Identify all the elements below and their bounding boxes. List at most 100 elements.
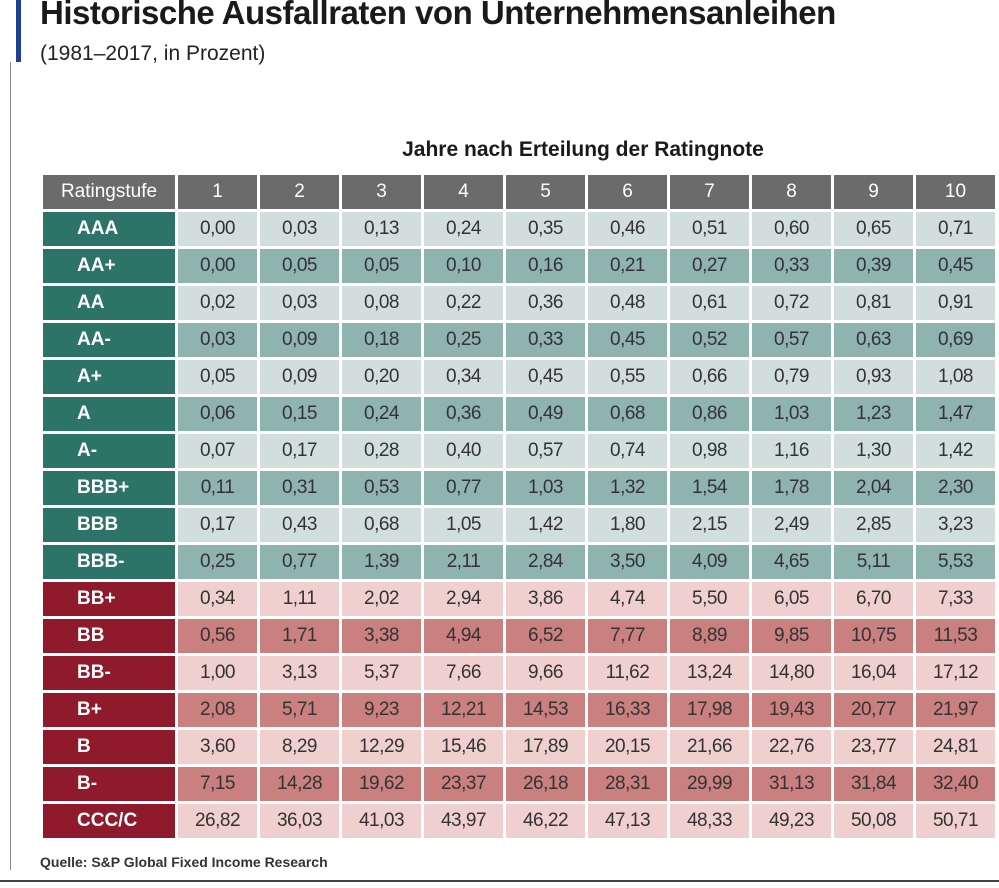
default-rate-cell: 41,03 [342,804,421,838]
default-rate-cell: 1,03 [506,471,585,505]
default-rate-cell: 0,11 [178,471,257,505]
rating-label: AA+ [43,249,175,283]
default-rate-cell: 29,99 [670,767,749,801]
default-rate-cell: 0,40 [424,434,503,468]
default-rate-cell: 14,53 [506,693,585,727]
default-rate-cell: 2,85 [834,508,913,542]
default-rate-cell: 0,00 [178,212,257,246]
default-rate-cell: 1,80 [588,508,667,542]
default-rate-cell: 0,24 [342,397,421,431]
rating-label: AA- [43,323,175,357]
rating-label: CCC/C [43,804,175,838]
default-rate-cell: 1,71 [260,619,339,653]
default-rate-cell: 0,77 [424,471,503,505]
default-rate-cell: 5,53 [916,545,995,579]
default-rate-cell: 0,18 [342,323,421,357]
column-header-year-7: 7 [670,175,749,209]
table-row: CCC/C 26,82 36,03 41,03 43,97 46,22 47,13 48,33… [43,804,995,838]
default-rate-cell: 0,68 [588,397,667,431]
table-row: BB+ 0,34 1,11 2,02 2,94 3,86 4,74 5,50 6,05 6,70 7… [43,582,995,616]
default-rate-cell: 6,70 [834,582,913,616]
default-rate-cell: 0,39 [834,249,913,283]
default-rate-cell: 0,86 [670,397,749,431]
default-rate-cell: 0,74 [588,434,667,468]
default-rate-cell: 2,49 [752,508,831,542]
default-rate-cell: 0,06 [178,397,257,431]
default-rate-cell: 2,15 [670,508,749,542]
default-rate-cell: 19,62 [342,767,421,801]
default-rate-cell: 14,80 [752,656,831,690]
default-rate-cell: 43,97 [424,804,503,838]
default-rate-cell: 0,09 [260,323,339,357]
table-row: A- 0,07 0,17 0,28 0,40 0,57 0,74 0,98 1,16 1,30 1,… [43,434,995,468]
default-rate-cell: 0,53 [342,471,421,505]
default-rate-cell: 0,08 [342,286,421,320]
default-rate-cell: 19,43 [752,693,831,727]
default-rate-cell: 16,33 [588,693,667,727]
default-rate-cell: 0,45 [506,360,585,394]
rating-label: BBB [43,508,175,542]
default-rate-cell: 0,25 [424,323,503,357]
default-rate-cell: 1,32 [588,471,667,505]
default-rate-cell: 1,03 [752,397,831,431]
default-rate-cell: 0,69 [916,323,995,357]
rating-label: AA [43,286,175,320]
default-rate-cell: 0,03 [178,323,257,357]
default-rate-cell: 4,65 [752,545,831,579]
default-rate-cell: 36,03 [260,804,339,838]
default-rate-cell: 1,05 [424,508,503,542]
default-rate-cell: 1,54 [670,471,749,505]
default-rate-cell: 3,13 [260,656,339,690]
table-row: BB 0,56 1,71 3,38 4,94 6,52 7,77 8,89 9,85 10,75 1… [43,619,995,653]
table-row: A+ 0,05 0,09 0,20 0,34 0,45 0,55 0,66 0,79 0,93 1,… [43,360,995,394]
default-rate-cell: 2,11 [424,545,503,579]
rating-label: BB+ [43,582,175,616]
default-rate-cell: 4,74 [588,582,667,616]
rating-label: BB [43,619,175,653]
default-rate-cell: 0,45 [916,249,995,283]
default-rate-cell: 20,77 [834,693,913,727]
default-rate-cell: 0,03 [260,212,339,246]
table-body: AAA 0,00 0,03 0,13 0,24 0,35 0,46 0,51 0,60 0,65 0… [43,212,995,838]
default-rate-cell: 1,16 [752,434,831,468]
default-rate-cell: 10,75 [834,619,913,653]
default-rate-cell: 14,28 [260,767,339,801]
default-rate-cell: 4,94 [424,619,503,653]
default-rate-cell: 0,71 [916,212,995,246]
default-rate-cell: 9,66 [506,656,585,690]
default-rate-cell: 0,00 [178,249,257,283]
default-rate-cell: 0,10 [424,249,503,283]
default-rate-cell: 0,63 [834,323,913,357]
default-rate-cell: 5,71 [260,693,339,727]
default-rate-cell: 28,31 [588,767,667,801]
default-rate-cell: 2,84 [506,545,585,579]
default-rate-cell: 0,07 [178,434,257,468]
column-header-year-9: 9 [834,175,913,209]
default-rate-cell: 7,77 [588,619,667,653]
default-rate-cell: 0,25 [178,545,257,579]
default-rate-cell: 0,33 [752,249,831,283]
default-rate-cell: 21,97 [916,693,995,727]
default-rate-cell: 31,13 [752,767,831,801]
table-row: BBB+ 0,11 0,31 0,53 0,77 1,03 1,32 1,54 1,78 2,04… [43,471,995,505]
default-rate-cell: 3,60 [178,730,257,764]
default-rate-cell: 5,11 [834,545,913,579]
default-rate-cell: 0,57 [506,434,585,468]
default-rate-cell: 0,49 [506,397,585,431]
default-rate-cell: 7,15 [178,767,257,801]
default-rate-cell: 1,08 [916,360,995,394]
default-rate-cell: 1,39 [342,545,421,579]
default-rate-cell: 0,48 [588,286,667,320]
default-rate-cell: 0,60 [752,212,831,246]
default-rate-cell: 32,40 [916,767,995,801]
default-rate-cell: 3,86 [506,582,585,616]
default-rate-cell: 6,52 [506,619,585,653]
rating-label: B [43,730,175,764]
table-row: B 3,60 8,29 12,29 15,46 17,89 20,15 21,66 22,76 2… [43,730,995,764]
default-rate-cell: 12,29 [342,730,421,764]
column-header-year-5: 5 [506,175,585,209]
rating-label: BBB- [43,545,175,579]
chart-subtitle: (1981–2017, in Prozent) [40,42,266,65]
default-rate-cell: 0,35 [506,212,585,246]
default-rate-cell: 0,16 [506,249,585,283]
